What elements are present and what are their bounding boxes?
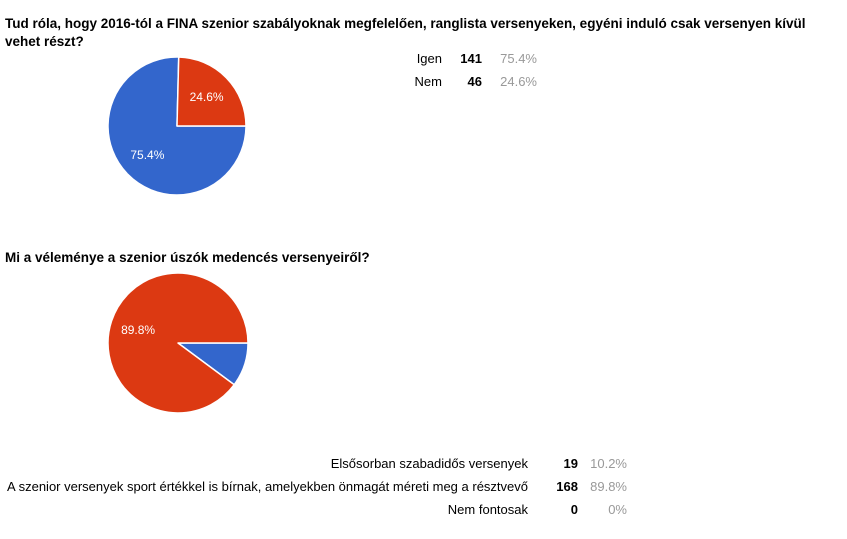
legend-count: 168 [556, 479, 578, 494]
pie-chart-1: 75.4% 24.6% [107, 56, 247, 196]
pie-slice-label: 24.6% [190, 90, 224, 104]
pie-chart-2: 89.8% [107, 272, 249, 414]
legend-2: Elsősorban szabadidős versenyek 19 10.2%… [3, 452, 627, 521]
legend-row: Igen 141 75.4% [102, 47, 537, 70]
legend-percent: 0% [608, 502, 627, 517]
legend-percent: 10.2% [590, 456, 627, 471]
legend-label: Nem fontosak [447, 502, 528, 517]
legend-label: Nem [414, 74, 442, 89]
legend-count: 141 [460, 51, 482, 66]
legend-count: 46 [467, 74, 482, 89]
legend-row: Nem 46 24.6% [102, 70, 537, 93]
pie-slice-1[interactable] [176, 56, 247, 127]
legend-label: Igen [416, 51, 442, 66]
legend-row: Elsősorban szabadidős versenyek 19 10.2% [3, 452, 627, 475]
legend-row: Nem fontosak 0 0% [3, 498, 627, 521]
pie-slice-label: 89.8% [121, 323, 155, 337]
legend-count: 0 [570, 502, 578, 517]
legend-count: 19 [563, 456, 578, 471]
legend-label: A szenior versenyek sport értékkel is bí… [7, 479, 528, 494]
legend-1: Igen 141 75.4% Nem 46 24.6% [102, 47, 537, 93]
legend-percent: 89.8% [590, 479, 627, 494]
legend-label: Elsősorban szabadidős versenyek [330, 456, 528, 471]
pie-slice-label: 75.4% [130, 148, 164, 162]
legend-row: A szenior versenyek sport értékkel is bí… [3, 475, 627, 498]
question-title-1: Tud róla, hogy 2016-tól a FINA szenior s… [5, 16, 806, 50]
legend-percent: 75.4% [500, 51, 537, 66]
legend-percent: 24.6% [500, 74, 537, 89]
pie-slice-1[interactable] [107, 272, 249, 414]
question-title-2: Mi a véleménye a szenior úszók medencés … [5, 250, 370, 266]
